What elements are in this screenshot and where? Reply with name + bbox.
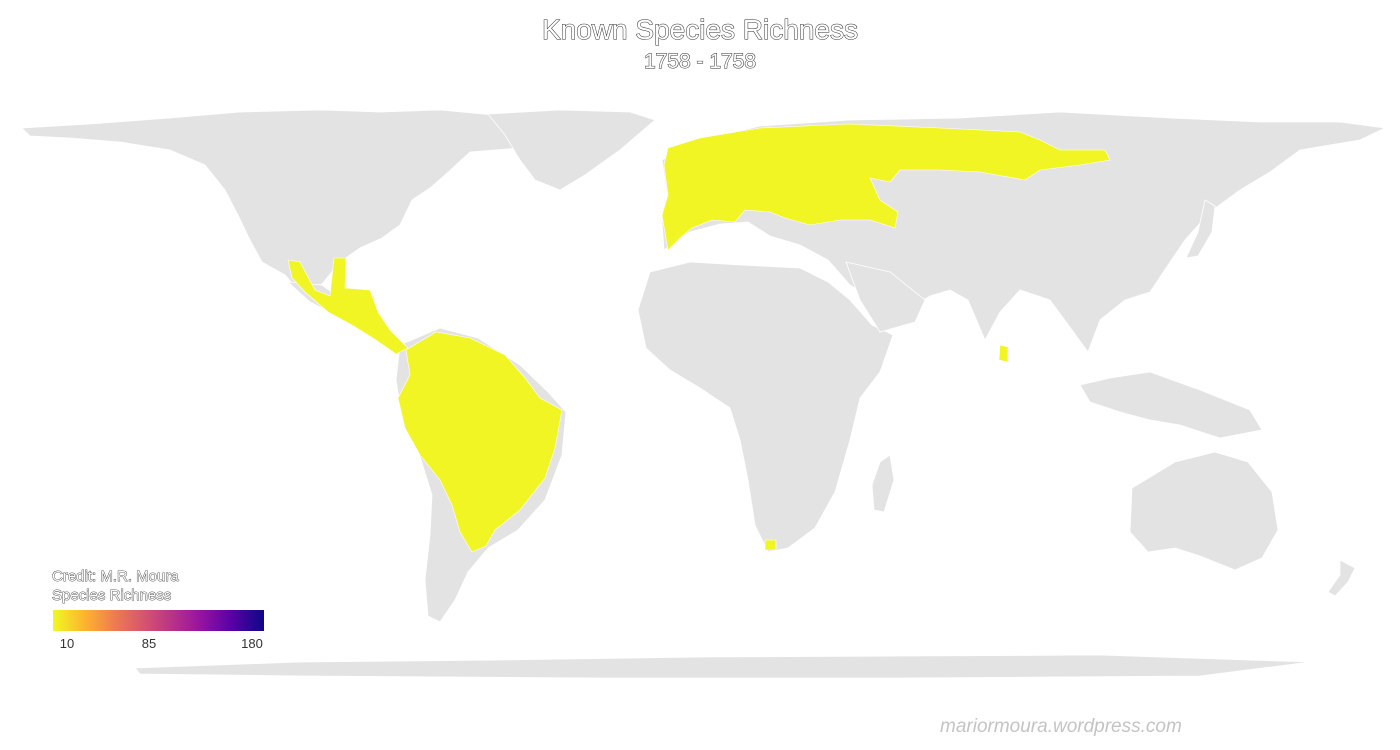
- watermark-url: mariormoura.wordpress.com: [940, 716, 1182, 737]
- africa-land: [637, 261, 894, 553]
- antarctica-land: [134, 654, 1311, 679]
- japan-land: [1185, 199, 1216, 259]
- richness-region-central-america: [287, 257, 409, 355]
- arabia-land: [845, 261, 926, 333]
- species-richness-cells: [287, 123, 1111, 553]
- north-america-land: [21, 109, 536, 291]
- map-subtitle: 1758 - 1758: [643, 50, 757, 74]
- richness-region-europe: [661, 123, 1111, 251]
- legend-tick-max: 180: [241, 636, 263, 651]
- legend-tick-min: 10: [59, 636, 75, 651]
- legend-title: Species Richness: [52, 587, 172, 605]
- legend-color-bar: [53, 610, 264, 631]
- se-asia-islands-land: [1079, 371, 1263, 439]
- legend-tick-mid: 85: [141, 636, 157, 651]
- credit-label: Credit: M.R. Moura: [52, 568, 180, 586]
- australia-land: [1129, 451, 1279, 571]
- richness-region-south-america: [397, 331, 563, 553]
- madagascar-land: [871, 454, 895, 513]
- map-title: Known Species Richness: [542, 14, 859, 46]
- richness-region-sri-lanka: [998, 344, 1009, 363]
- greenland-land: [487, 109, 656, 191]
- new-zealand-land: [1327, 559, 1356, 597]
- richness-region-cape: [764, 539, 777, 551]
